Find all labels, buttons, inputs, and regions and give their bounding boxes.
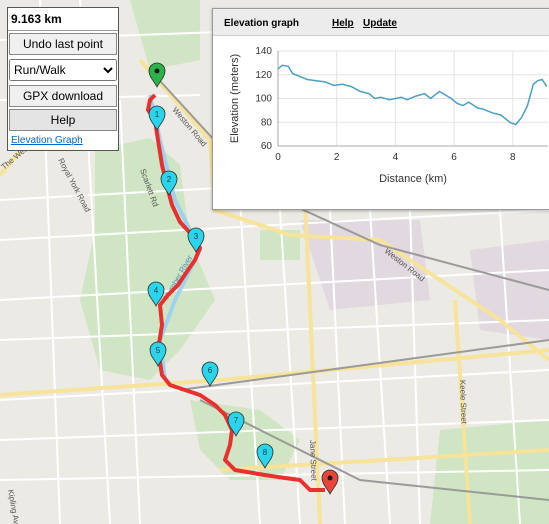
y-tick-label: 120 <box>255 70 272 81</box>
help-button[interactable]: Help <box>9 109 117 131</box>
elevation-panel-header: Elevation graph Help Update <box>213 9 549 36</box>
waypoint-marker[interactable]: 5 <box>149 341 167 367</box>
y-tick-label: 140 <box>255 46 272 57</box>
street-label: Jane Street <box>308 440 318 482</box>
waypoint-marker[interactable]: 6 <box>201 361 219 387</box>
svg-text:7: 7 <box>234 416 239 425</box>
svg-text:1: 1 <box>155 110 160 119</box>
mode-select[interactable]: Run/Walk <box>9 59 117 81</box>
y-tick-label: 100 <box>255 94 272 105</box>
svg-text:3: 3 <box>194 232 199 241</box>
route-distance: 9.163 km <box>8 8 118 31</box>
y-tick-label: 60 <box>261 141 273 152</box>
waypoint-marker[interactable]: 8 <box>256 443 274 469</box>
waypoint-marker[interactable]: 3 <box>187 227 205 253</box>
x-tick-label: 4 <box>393 152 399 163</box>
elevation-line <box>277 64 548 126</box>
x-tick-label: 0 <box>275 152 281 163</box>
waypoint-marker[interactable]: 7 <box>227 411 245 437</box>
svg-text:6: 6 <box>208 366 213 375</box>
x-tick-label: 8 <box>510 152 516 163</box>
x-tick-label: 2 <box>334 152 340 163</box>
y-tick-label: 80 <box>261 117 273 128</box>
waypoint-marker[interactable]: 2 <box>160 170 178 196</box>
elevation-panel-title: Elevation graph <box>224 18 300 29</box>
x-axis-label: Distance (km) <box>379 173 447 185</box>
svg-text:4: 4 <box>154 286 159 295</box>
svg-text:2: 2 <box>167 175 172 184</box>
start-marker[interactable] <box>148 62 166 88</box>
y-axis-label: Elevation (meters) <box>229 54 241 143</box>
rail-lines <box>149 69 549 501</box>
elevation-update-link[interactable]: Update <box>363 18 397 29</box>
elevation-graph-link[interactable]: Elevation Graph <box>11 135 83 146</box>
street-label: Keele Street <box>458 380 469 425</box>
park-areas <box>80 0 549 524</box>
undo-button[interactable]: Undo last point <box>9 33 117 55</box>
gpx-download-button[interactable]: GPX download <box>9 85 117 107</box>
svg-text:5: 5 <box>156 346 161 355</box>
end-marker[interactable] <box>321 469 339 495</box>
svg-text:8: 8 <box>263 448 268 457</box>
route-line <box>146 93 325 492</box>
waypoint-marker[interactable]: 4 <box>147 281 165 307</box>
elevation-panel: Elevation graph Help Update 60 80 100 120 14… <box>212 8 549 210</box>
route-control-panel: 9.163 km Undo last point Run/Walk GPX do… <box>7 7 119 151</box>
waypoint-marker[interactable]: 1 <box>148 105 166 131</box>
elevation-chart: 60 80 100 120 140 0 2 4 6 8 Distance (km) Elevation… <box>229 46 548 185</box>
x-tick-label: 6 <box>451 152 457 163</box>
elevation-help-link[interactable]: Help <box>332 18 354 29</box>
major-roads <box>0 58 549 524</box>
